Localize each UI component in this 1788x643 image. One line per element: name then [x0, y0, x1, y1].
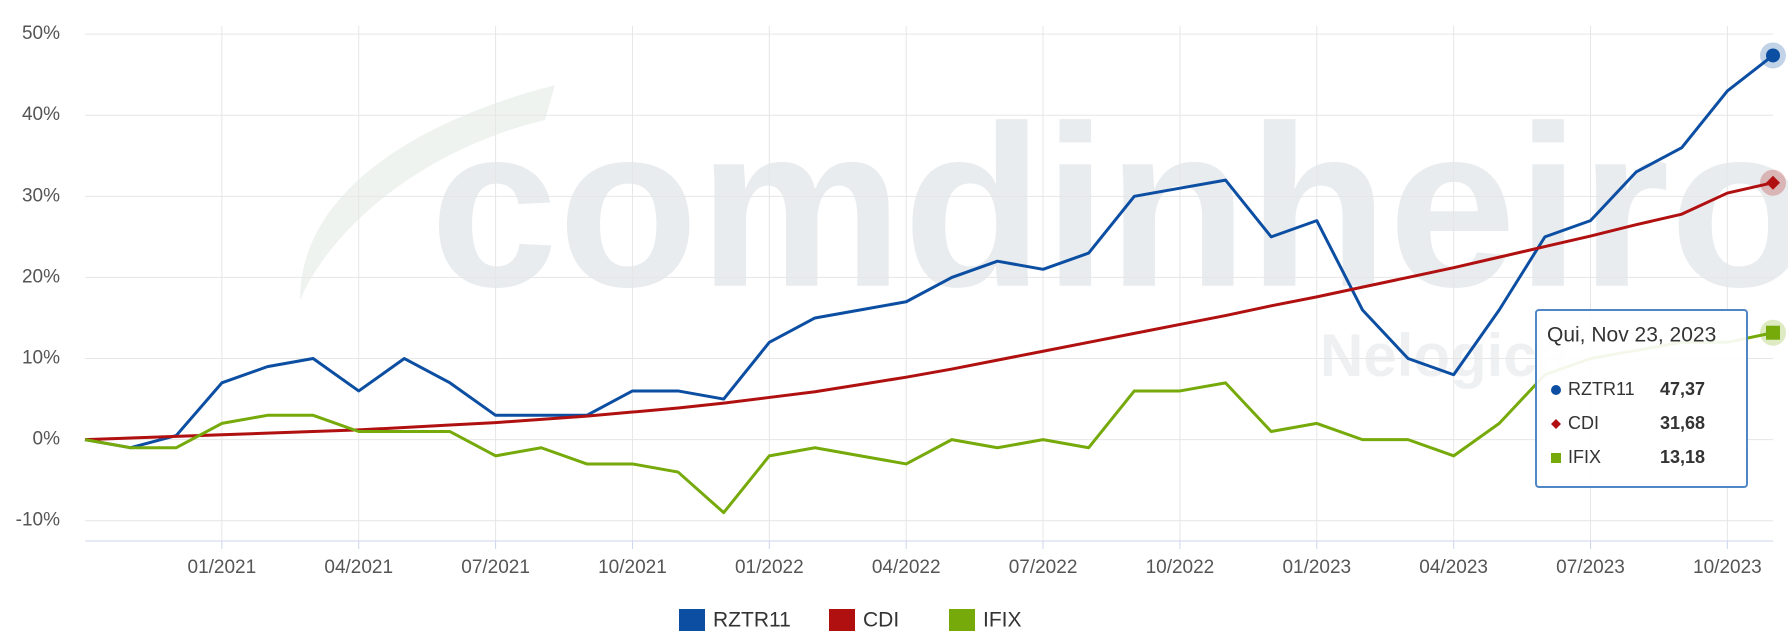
x-tick-label: 10/2021 [598, 557, 667, 578]
series-line [84, 54, 1774, 450]
x-tick-label: 10/2023 [1693, 557, 1762, 578]
legend-label: RZTR11 [713, 609, 791, 632]
watermark-sub: Nelogica [1320, 322, 1571, 389]
x-tick-label: 07/2023 [1556, 557, 1625, 578]
x-tick-label: 07/2021 [461, 557, 530, 578]
y-tick-label: 50% [22, 23, 60, 44]
tooltip-value: 13,18 [1660, 447, 1705, 467]
y-tick-label: -10% [16, 510, 60, 531]
tooltip-name: CDI [1568, 413, 1599, 433]
x-tick-label: 04/2023 [1419, 557, 1488, 578]
legend-swatch [949, 609, 975, 631]
tooltip-value: 31,68 [1660, 413, 1705, 433]
x-tick-label: 01/2022 [735, 557, 804, 578]
x-tick-label: 01/2021 [188, 557, 257, 578]
series-line [84, 331, 1774, 515]
watermark-swoosh [300, 85, 555, 300]
tooltip-name: RZTR11 [1568, 379, 1635, 399]
watermark: comdinheiro [430, 78, 1788, 335]
y-tick-label: 0% [33, 429, 61, 450]
x-tick-label: 07/2022 [1009, 557, 1078, 578]
tooltip-name: IFIX [1568, 447, 1601, 467]
end-marker [1766, 48, 1780, 63]
x-tick-label: 10/2022 [1146, 557, 1215, 578]
x-tick-label: 01/2023 [1282, 557, 1351, 578]
tooltip: Qui, Nov 23, 2023 RZTR11 47,37 CDI 31,68 IFIX… [1535, 309, 1748, 488]
end-marker [1766, 175, 1780, 190]
legend-swatch [829, 609, 855, 631]
y-tick-label: 20% [22, 266, 60, 287]
legend-label: CDI [863, 609, 899, 632]
y-tick-label: 30% [22, 185, 60, 206]
x-tick-label: 04/2021 [324, 557, 393, 578]
y-tick-label: 40% [22, 104, 60, 125]
legend-swatch [679, 609, 705, 631]
tooltip-title: Qui, Nov 23, 2023 [1547, 324, 1716, 347]
tooltip-box [1535, 309, 1748, 488]
tooltip-marker [1551, 419, 1561, 429]
tooltip-marker [1551, 453, 1561, 463]
tooltip-marker [1551, 385, 1561, 395]
x-tick-label: 04/2022 [872, 557, 941, 578]
legend-label: IFIX [983, 609, 1022, 632]
series-line [84, 181, 1774, 442]
end-marker [1766, 325, 1780, 340]
y-tick-label: 10% [22, 348, 60, 369]
tooltip-value: 47,37 [1660, 379, 1705, 399]
